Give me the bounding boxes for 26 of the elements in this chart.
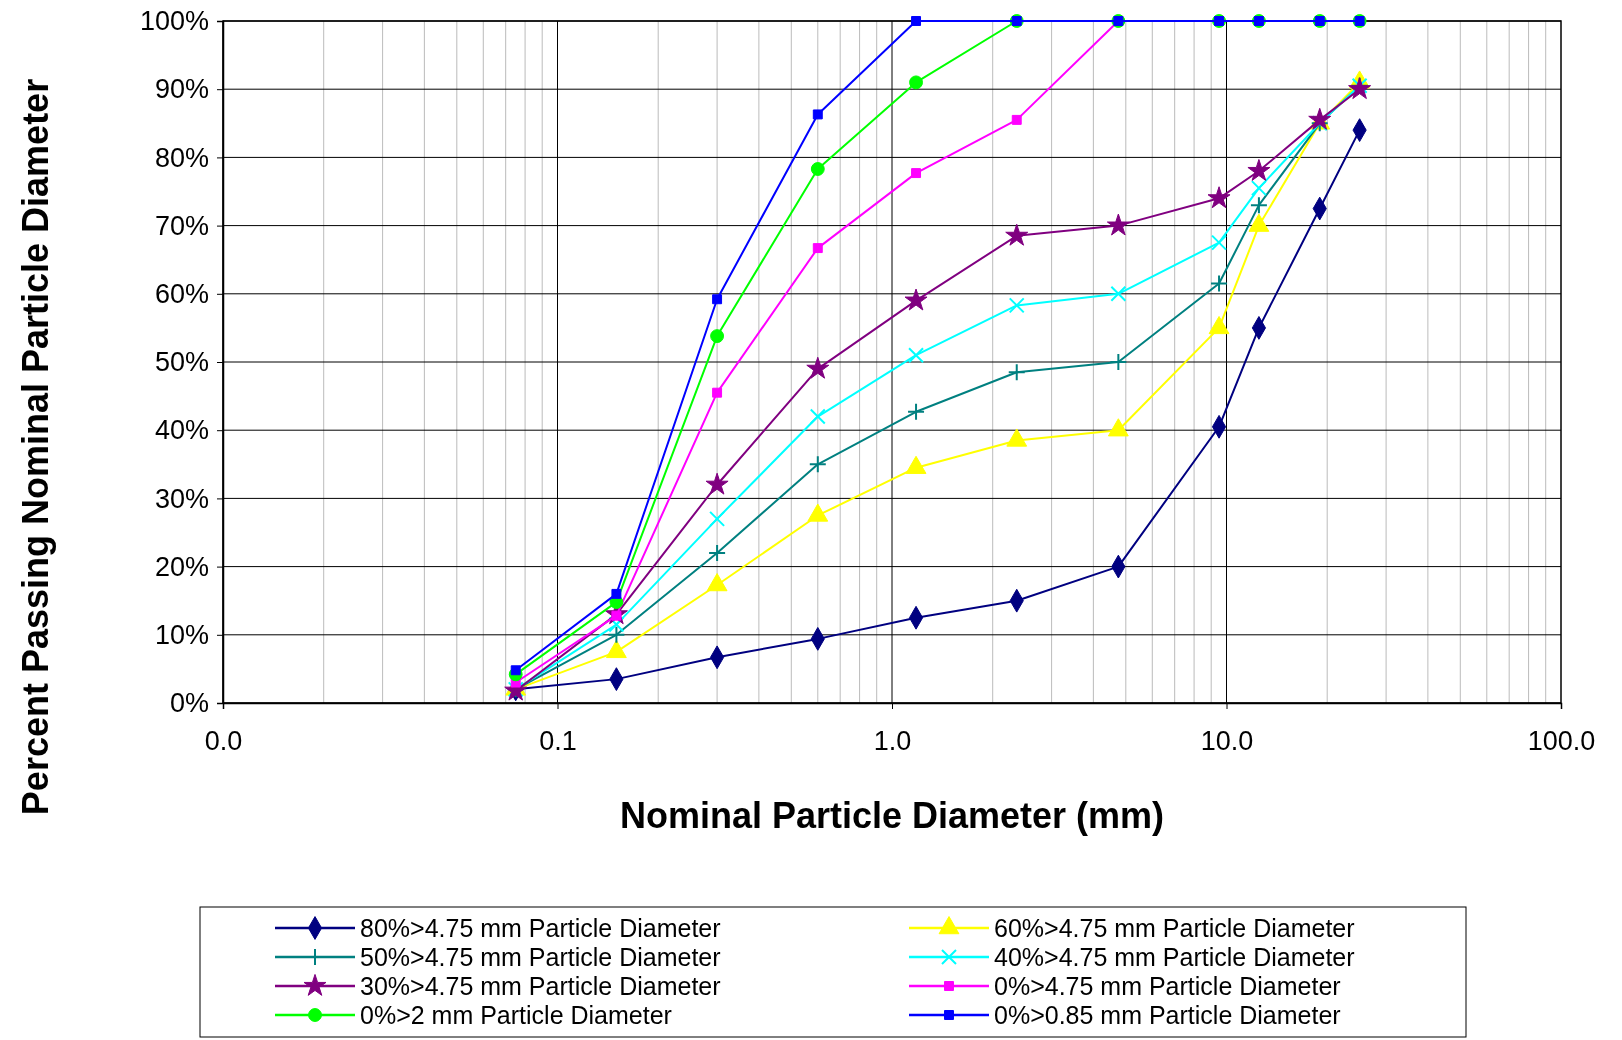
legend-label: 40%>4.75 mm Particle Diameter — [994, 943, 1355, 971]
legend-label: 50%>4.75 mm Particle Diameter — [360, 943, 721, 971]
y-tick-label: 20% — [154, 551, 209, 582]
x-tick-label: 1.0 — [873, 726, 912, 757]
x-tick-label: 10.0 — [1200, 726, 1254, 757]
y-axis-title: Percent Passing Nominal Particle Diameter — [15, 78, 56, 816]
legend-label: 0%>0.85 mm Particle Diameter — [994, 1001, 1341, 1029]
legend-label: 30%>4.75 mm Particle Diameter — [360, 972, 721, 1000]
y-tick-label: 0% — [169, 688, 209, 719]
legend-label: 60%>4.75 mm Particle Diameter — [994, 914, 1355, 942]
x-tick-label: 100.0 — [1527, 726, 1596, 757]
y-tick-label: 80% — [154, 142, 209, 173]
y-tick-label: 70% — [154, 210, 209, 241]
y-tick-label: 90% — [154, 74, 209, 105]
y-tick-label: 50% — [154, 347, 209, 378]
y-tick-label: 60% — [154, 278, 209, 309]
y-tick-label: 100% — [139, 6, 209, 37]
y-tick-label: 40% — [154, 415, 209, 446]
x-axis-title: Nominal Particle Diameter (mm) — [619, 795, 1165, 836]
x-tick-label: 0.1 — [539, 726, 577, 757]
legend-label: 0%>4.75 mm Particle Diameter — [994, 972, 1341, 1000]
legend-label: 0%>2 mm Particle Diameter — [360, 1001, 672, 1029]
x-tick-label: 0.0 — [204, 726, 243, 757]
y-tick-label: 10% — [154, 619, 209, 650]
legend-label: 80%>4.75 mm Particle Diameter — [360, 914, 721, 942]
y-tick-label: 30% — [154, 483, 209, 514]
